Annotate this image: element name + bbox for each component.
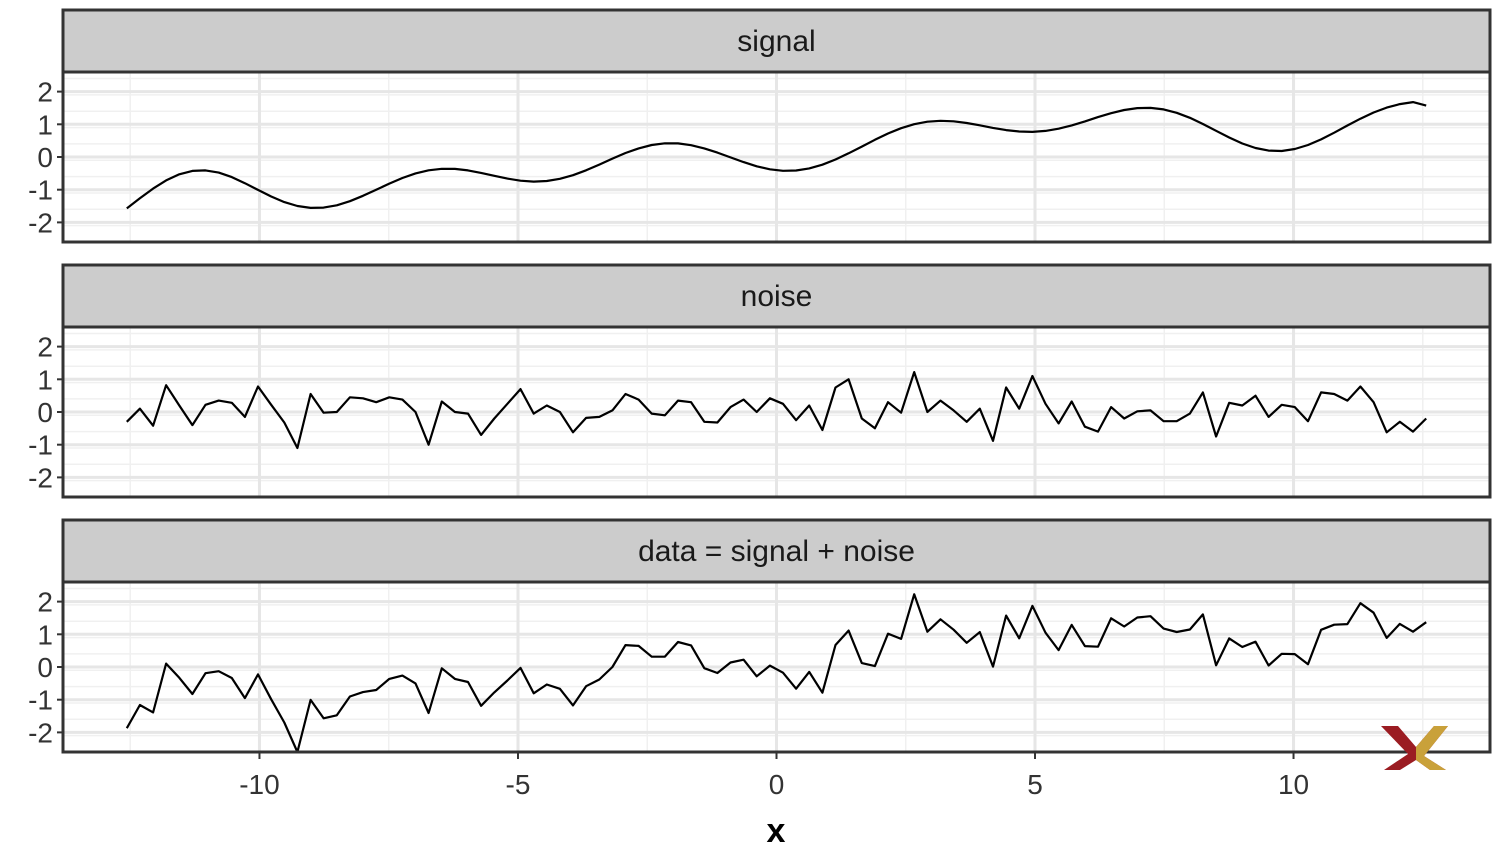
strip-label: data = signal + noise [638,535,915,568]
y-tick-label: -1 [28,430,53,461]
y-tick-label: -1 [28,175,53,206]
y-tick-label: 0 [37,142,53,173]
logo-dash-1 [1338,746,1350,749]
logo-dash-2 [1356,746,1368,749]
y-tick-label: -2 [28,207,53,238]
y-tick-label: 1 [37,364,53,395]
y-tick-label: 1 [37,109,53,140]
panel-border [61,325,1492,499]
y-tick-label: -1 [28,685,53,716]
series-line-2 [126,371,1427,450]
corner-logo [1338,726,1448,770]
x-tick-label: 5 [1027,769,1043,800]
strip-label: signal [737,25,815,58]
series-line-3 [125,593,1427,754]
x-tick-label: -5 [506,769,531,800]
y-tick-label: 1 [37,619,53,650]
y-tick-label: -2 [28,717,53,748]
x-axis-title: x [767,812,786,850]
y-tick-label: 0 [37,397,53,428]
y-tick-label: 2 [37,332,53,363]
strip-label: noise [741,280,813,313]
x-axis: -10 -5 0 5 10 [239,752,1309,800]
y-tick-label: -2 [28,462,53,493]
y-tick-label: 2 [37,587,53,618]
y-tick-label: 2 [37,77,53,108]
strip-background [61,8,1492,74]
panel-border [61,70,1492,244]
x-tick-label: -10 [239,769,279,800]
x-tick-label: 10 [1278,769,1309,800]
logo-mark-light [1416,726,1448,770]
series-line-1 [126,100,1427,210]
x-tick-label: 0 [769,769,785,800]
y-tick-label: 0 [37,652,53,683]
